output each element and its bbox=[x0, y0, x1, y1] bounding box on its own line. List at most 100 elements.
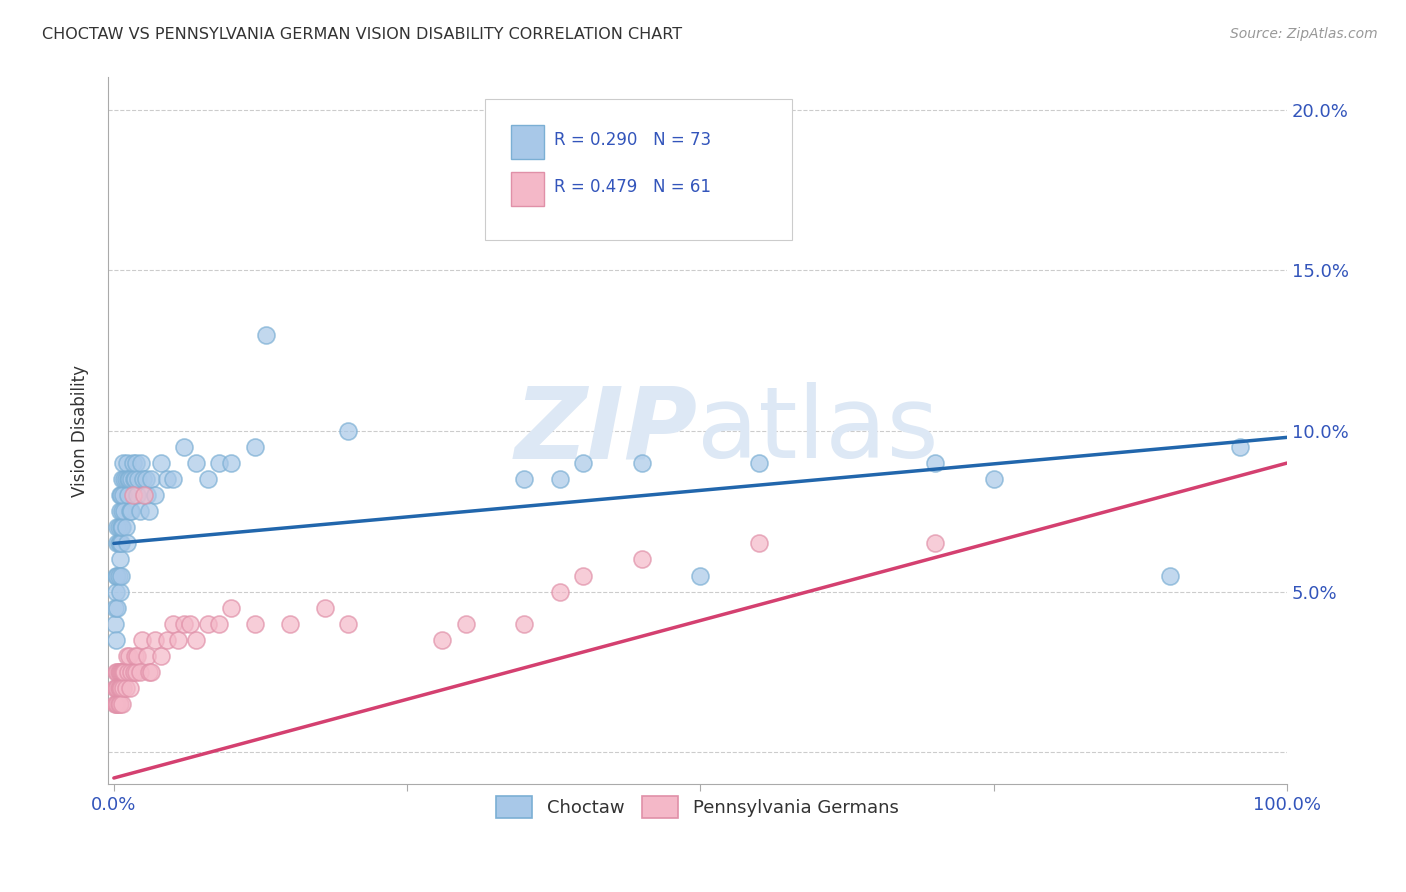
Point bbox=[748, 536, 770, 550]
Point bbox=[208, 616, 231, 631]
Point bbox=[278, 616, 301, 631]
Point bbox=[105, 665, 128, 679]
Point bbox=[337, 424, 360, 438]
Point bbox=[107, 665, 129, 679]
Point bbox=[108, 552, 131, 566]
Point bbox=[105, 697, 128, 711]
Point bbox=[107, 681, 129, 695]
Point bbox=[748, 456, 770, 470]
Point bbox=[184, 632, 207, 647]
Point bbox=[110, 568, 132, 582]
Point bbox=[118, 472, 141, 486]
Point bbox=[141, 472, 163, 486]
Point bbox=[114, 681, 136, 695]
Point bbox=[173, 440, 195, 454]
Point bbox=[104, 600, 127, 615]
Point bbox=[127, 648, 149, 663]
Point bbox=[112, 472, 135, 486]
Point bbox=[121, 456, 143, 470]
Point bbox=[138, 665, 160, 679]
Point bbox=[143, 488, 166, 502]
Point bbox=[135, 648, 157, 663]
Point bbox=[254, 327, 277, 342]
Point bbox=[135, 472, 157, 486]
Point bbox=[156, 632, 179, 647]
Point bbox=[630, 456, 652, 470]
Point bbox=[110, 520, 132, 534]
Point bbox=[117, 665, 139, 679]
Point bbox=[179, 616, 201, 631]
Point bbox=[111, 520, 134, 534]
Point bbox=[197, 472, 219, 486]
Point bbox=[111, 472, 134, 486]
Point bbox=[105, 632, 128, 647]
Bar bbox=[512, 125, 544, 159]
Point bbox=[108, 681, 131, 695]
Point bbox=[132, 472, 155, 486]
Point bbox=[454, 616, 477, 631]
Legend: Choctaw, Pennsylvania Germans: Choctaw, Pennsylvania Germans bbox=[489, 789, 905, 825]
Point bbox=[122, 665, 145, 679]
Point bbox=[208, 456, 231, 470]
Point bbox=[314, 600, 336, 615]
Point bbox=[108, 665, 131, 679]
Point bbox=[131, 632, 153, 647]
Point bbox=[1229, 440, 1251, 454]
Point bbox=[162, 616, 184, 631]
Point bbox=[114, 520, 136, 534]
Point bbox=[114, 472, 136, 486]
Point bbox=[120, 681, 142, 695]
Point bbox=[184, 456, 207, 470]
FancyBboxPatch shape bbox=[485, 99, 792, 240]
Point bbox=[983, 472, 1005, 486]
Point bbox=[219, 456, 242, 470]
Point bbox=[162, 472, 184, 486]
Point bbox=[112, 681, 135, 695]
Point bbox=[108, 504, 131, 518]
Point bbox=[107, 536, 129, 550]
Point bbox=[105, 520, 128, 534]
Point bbox=[924, 536, 946, 550]
Point bbox=[197, 616, 219, 631]
Point bbox=[513, 472, 536, 486]
Point bbox=[105, 665, 128, 679]
Point bbox=[513, 616, 536, 631]
Point bbox=[117, 488, 139, 502]
Text: CHOCTAW VS PENNSYLVANIA GERMAN VISION DISABILITY CORRELATION CHART: CHOCTAW VS PENNSYLVANIA GERMAN VISION DI… bbox=[42, 27, 682, 42]
Point bbox=[548, 472, 571, 486]
Point bbox=[105, 681, 128, 695]
Point bbox=[124, 472, 146, 486]
Point bbox=[125, 665, 148, 679]
Point bbox=[219, 600, 242, 615]
Point bbox=[124, 648, 146, 663]
Point bbox=[120, 665, 142, 679]
Point bbox=[112, 665, 135, 679]
Point bbox=[118, 648, 141, 663]
Text: R = 0.479   N = 61: R = 0.479 N = 61 bbox=[554, 178, 710, 196]
Point bbox=[105, 536, 128, 550]
Point bbox=[110, 665, 132, 679]
Point bbox=[167, 632, 190, 647]
Point bbox=[115, 648, 138, 663]
Point bbox=[107, 568, 129, 582]
Point bbox=[110, 681, 132, 695]
Point bbox=[105, 697, 128, 711]
Point bbox=[138, 504, 160, 518]
Point bbox=[115, 536, 138, 550]
Point bbox=[173, 616, 195, 631]
Point bbox=[128, 665, 150, 679]
Point bbox=[111, 504, 134, 518]
Point bbox=[135, 488, 157, 502]
Point bbox=[105, 568, 128, 582]
Point bbox=[122, 472, 145, 486]
Point bbox=[105, 568, 128, 582]
Point bbox=[121, 488, 143, 502]
Point bbox=[120, 504, 142, 518]
Point bbox=[104, 697, 127, 711]
Point bbox=[112, 456, 135, 470]
Point bbox=[117, 472, 139, 486]
Point bbox=[924, 456, 946, 470]
Point bbox=[105, 600, 128, 615]
Point bbox=[112, 488, 135, 502]
Text: ZIP: ZIP bbox=[515, 383, 697, 479]
